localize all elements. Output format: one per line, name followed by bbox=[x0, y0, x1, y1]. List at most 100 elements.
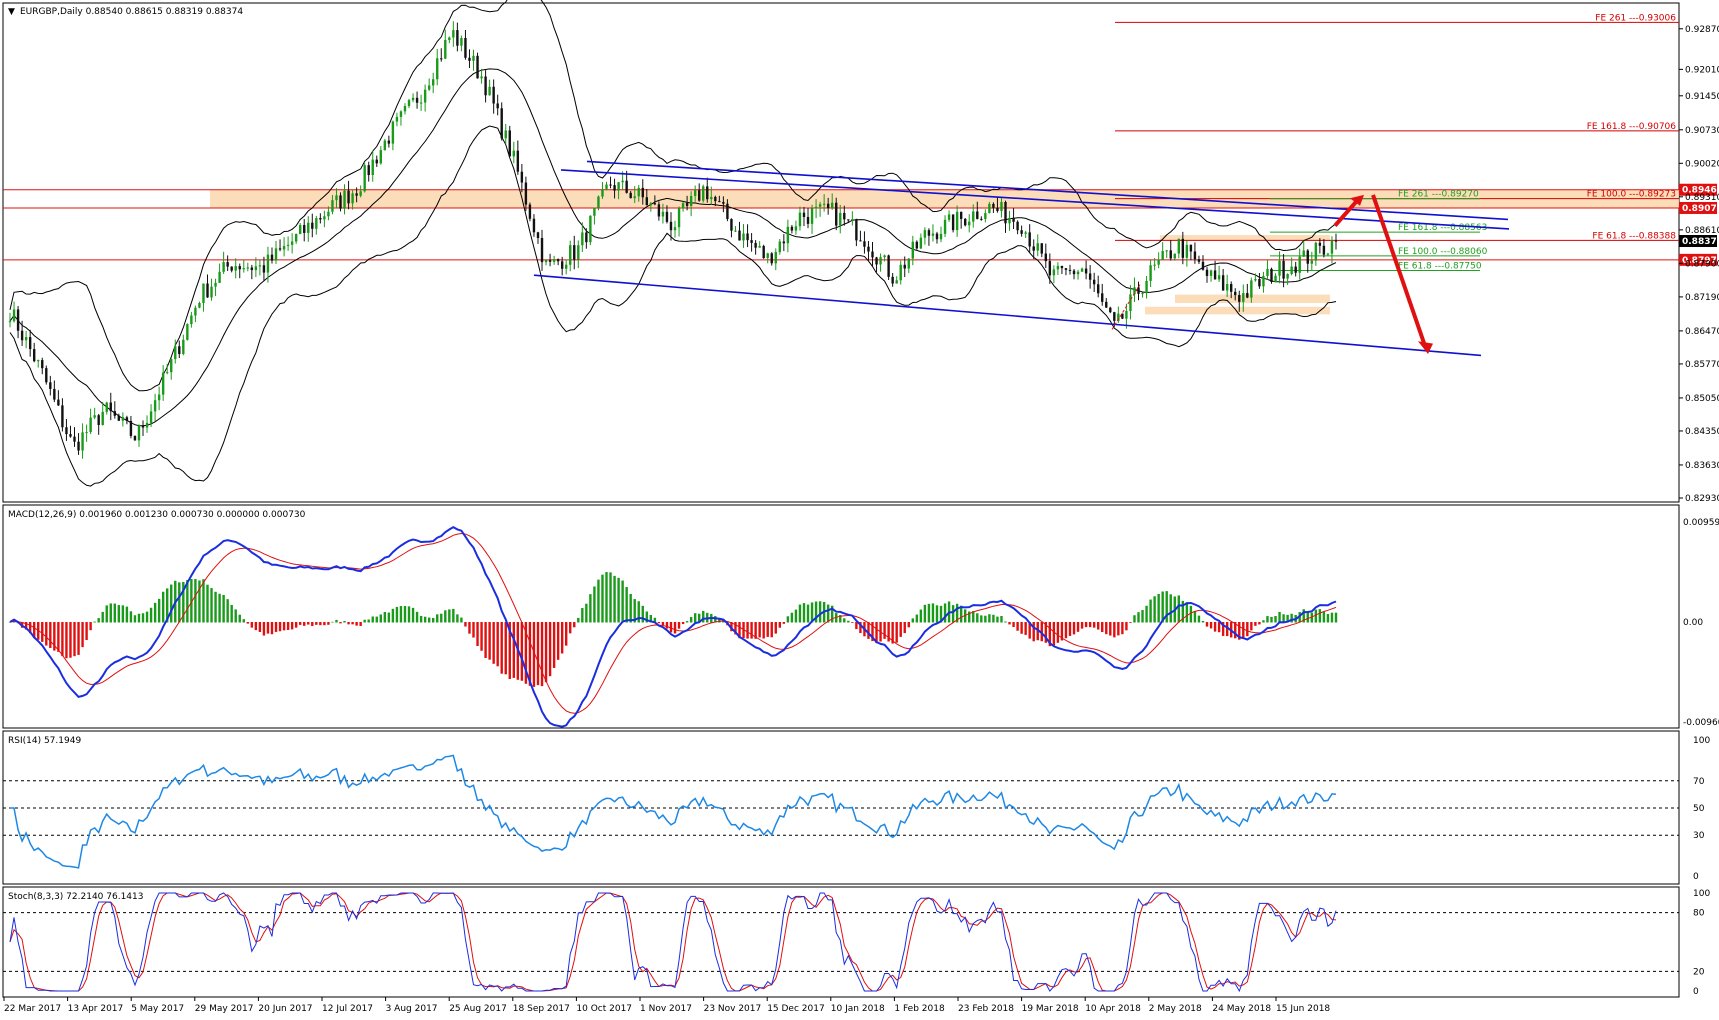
candle-body bbox=[633, 196, 636, 199]
candle-body bbox=[1016, 221, 1019, 231]
candle-body bbox=[1088, 273, 1092, 280]
candle bbox=[427, 78, 431, 91]
macd-hist-bar bbox=[1101, 622, 1104, 633]
candle bbox=[577, 240, 580, 269]
candle-body bbox=[770, 253, 773, 264]
candle bbox=[597, 195, 600, 211]
candle-body bbox=[1068, 269, 1072, 271]
macd-hist-bar bbox=[1133, 615, 1136, 623]
date-tick-label: 20 Jun 2017 bbox=[258, 1004, 312, 1014]
macd-hist-bar bbox=[1209, 622, 1213, 629]
candle-body bbox=[1056, 265, 1060, 270]
macd-hist-bar bbox=[601, 574, 604, 623]
stoch-tick-label: 0 bbox=[1693, 987, 1699, 997]
macd-hist-bar bbox=[1322, 611, 1326, 623]
candle bbox=[1125, 303, 1128, 329]
candle bbox=[1298, 248, 1301, 280]
candle-body bbox=[1052, 269, 1056, 276]
candle bbox=[895, 276, 898, 284]
macd-hist-bar bbox=[190, 579, 193, 623]
candle bbox=[798, 206, 802, 231]
candle bbox=[194, 305, 197, 323]
candle-body bbox=[637, 187, 640, 197]
rsi-series bbox=[3, 754, 1679, 869]
candle-body bbox=[1084, 268, 1088, 274]
macd-hist-bar bbox=[794, 609, 798, 623]
macd-hist-bar bbox=[379, 614, 383, 623]
candle-body bbox=[419, 102, 423, 104]
macd-hist-bar bbox=[464, 622, 467, 627]
candle-body bbox=[968, 221, 971, 226]
candle bbox=[363, 162, 366, 193]
candle-body bbox=[1173, 253, 1176, 259]
macd-hist-bar bbox=[605, 572, 608, 623]
candle bbox=[569, 240, 572, 272]
candle bbox=[1290, 257, 1293, 276]
candle-body bbox=[266, 254, 270, 273]
candle-body bbox=[1201, 261, 1205, 270]
current-price-label: 0.88374 bbox=[1682, 237, 1719, 247]
candle-body bbox=[73, 436, 76, 442]
candle-body bbox=[1302, 250, 1305, 257]
candle bbox=[307, 216, 310, 242]
candle bbox=[649, 201, 653, 212]
candle bbox=[915, 240, 919, 250]
candle-body bbox=[105, 402, 108, 412]
candle-body bbox=[540, 238, 544, 263]
candle-body bbox=[440, 58, 443, 60]
support-zone-2 bbox=[1145, 306, 1330, 315]
candle-body bbox=[294, 233, 298, 242]
arrow-up-line bbox=[1333, 198, 1360, 227]
macd-hist-bar bbox=[262, 622, 266, 636]
candle bbox=[742, 224, 745, 248]
candle-body bbox=[1229, 284, 1233, 292]
candle bbox=[669, 212, 673, 241]
candle bbox=[516, 140, 520, 175]
candle bbox=[311, 213, 314, 238]
macd-hist-bar bbox=[766, 622, 769, 637]
candle bbox=[460, 35, 463, 52]
candle bbox=[113, 401, 117, 419]
candle bbox=[923, 227, 927, 245]
rsi-tick-label: 50 bbox=[1693, 804, 1705, 814]
candle bbox=[875, 256, 878, 273]
candle-body bbox=[1189, 244, 1193, 252]
candle-body bbox=[1149, 265, 1152, 281]
candle bbox=[738, 221, 741, 241]
candle-body bbox=[665, 211, 669, 222]
candle bbox=[782, 234, 786, 252]
candle-body bbox=[851, 219, 854, 221]
candle-body bbox=[1270, 268, 1273, 282]
candle-body bbox=[1242, 293, 1245, 302]
macd-hist-bar bbox=[411, 607, 415, 623]
candle-body bbox=[685, 203, 689, 206]
candle bbox=[379, 145, 383, 165]
candle-body bbox=[649, 203, 653, 206]
macd-hist-bar bbox=[1298, 612, 1301, 623]
macd-hist-bar bbox=[1052, 622, 1056, 646]
candle bbox=[585, 228, 588, 249]
candle-body bbox=[1008, 217, 1011, 224]
macd-hist-bar bbox=[585, 603, 588, 623]
candle bbox=[968, 214, 971, 233]
candle-body bbox=[758, 245, 761, 248]
macd-hist-bar bbox=[843, 618, 846, 623]
candle bbox=[839, 204, 842, 234]
candle bbox=[1314, 241, 1318, 266]
symbol-collapse-icon[interactable]: ▼ bbox=[8, 7, 15, 17]
candle-body bbox=[37, 360, 40, 362]
macd-label: MACD(12,26,9) 0.001960 0.001230 0.000730… bbox=[8, 510, 306, 520]
candle bbox=[1221, 268, 1225, 291]
candle bbox=[1205, 266, 1209, 283]
candle-body bbox=[1048, 261, 1052, 276]
date-tick-label: 2 May 2018 bbox=[1149, 1004, 1202, 1014]
macd-hist-bar bbox=[818, 601, 822, 623]
macd-hist-bar bbox=[452, 608, 455, 623]
candle bbox=[202, 283, 205, 312]
macd-hist-bar bbox=[1044, 622, 1048, 643]
candle bbox=[1213, 260, 1217, 280]
candle bbox=[129, 415, 133, 439]
candle bbox=[1092, 272, 1096, 292]
candle-body bbox=[1326, 253, 1330, 255]
macd-hist-bar bbox=[121, 605, 125, 623]
